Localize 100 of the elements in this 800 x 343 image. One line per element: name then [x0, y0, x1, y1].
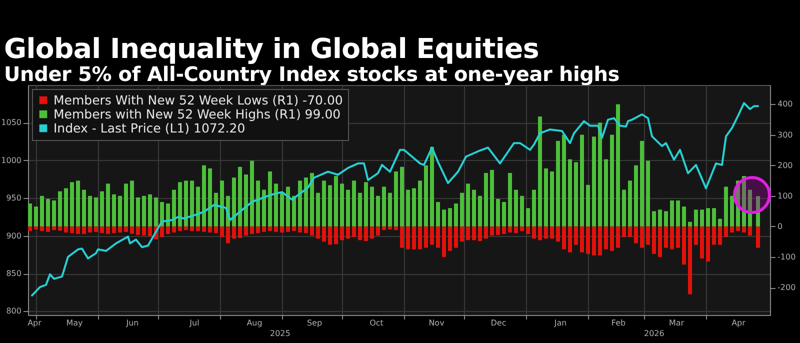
bar — [304, 226, 308, 234]
bar — [580, 134, 584, 226]
y-tick-label: 1050 — [1, 118, 22, 128]
bar — [652, 211, 656, 226]
bar — [52, 226, 56, 230]
bar — [262, 190, 266, 226]
bar — [136, 197, 140, 226]
bar — [556, 226, 560, 242]
bar — [382, 226, 386, 230]
bar — [346, 226, 350, 239]
bar — [70, 182, 74, 226]
bar — [598, 122, 602, 226]
bar — [436, 226, 440, 248]
bar — [682, 206, 686, 226]
bar — [358, 192, 362, 226]
bar — [550, 171, 554, 226]
bar — [208, 168, 212, 226]
bar — [40, 226, 44, 232]
bar — [580, 226, 584, 252]
bar — [496, 198, 500, 226]
bar — [280, 226, 284, 233]
bar — [316, 192, 320, 226]
bar — [406, 190, 410, 226]
bar — [748, 190, 752, 226]
bar — [622, 190, 626, 226]
bar — [430, 226, 434, 245]
x-tick-label: Jun — [125, 318, 139, 328]
bar — [232, 178, 236, 226]
bar — [376, 226, 380, 236]
bar — [460, 226, 464, 242]
bar — [478, 226, 482, 242]
bar — [52, 200, 56, 226]
x-tick-label: Oct — [370, 318, 384, 328]
bar — [364, 182, 368, 226]
bar — [712, 208, 716, 226]
bar — [334, 176, 338, 226]
bar — [514, 226, 518, 234]
bar — [490, 226, 494, 236]
bar — [418, 180, 422, 226]
text: 2026 — [644, 329, 664, 338]
bar — [658, 226, 662, 257]
bar — [538, 226, 542, 240]
bar — [484, 172, 488, 226]
bar — [676, 200, 680, 226]
bar — [82, 226, 86, 234]
bar — [706, 208, 710, 226]
bar — [640, 140, 644, 226]
x-tick-label: Apr — [28, 318, 42, 328]
bar — [82, 190, 86, 226]
bar — [508, 172, 512, 226]
x-tick-label: Jul — [188, 318, 200, 328]
bar — [454, 226, 458, 248]
bar — [40, 196, 44, 226]
bar — [184, 180, 188, 226]
bar — [454, 204, 458, 226]
bar — [406, 226, 410, 250]
bar — [172, 190, 176, 226]
bar — [400, 226, 404, 248]
bar — [292, 226, 296, 232]
bar — [310, 172, 314, 226]
legend-label: Members With New 52 Week Lows (R1) -70.00 — [54, 92, 343, 108]
x-tick-label: Dec — [490, 318, 506, 328]
bar — [76, 226, 80, 234]
bar — [328, 185, 332, 226]
bar — [700, 210, 704, 226]
bar — [436, 202, 440, 226]
bar — [598, 226, 602, 256]
bar — [340, 226, 344, 240]
bar — [616, 226, 620, 248]
bar — [388, 226, 392, 230]
y2-tick-label: 100 — [778, 191, 793, 200]
bar — [304, 178, 308, 226]
bar — [400, 166, 404, 226]
bar — [226, 226, 230, 244]
bar — [316, 226, 320, 239]
legend-label: Members with New 52 Week Highs (R1) 99.00 — [54, 106, 341, 122]
bar — [550, 226, 554, 239]
bar — [412, 226, 416, 250]
bar — [514, 190, 518, 226]
bar — [274, 184, 278, 226]
x-tick-label: Mar — [668, 318, 685, 328]
bar — [136, 226, 140, 235]
bar — [106, 226, 110, 234]
bar — [442, 210, 446, 226]
bar — [568, 159, 572, 226]
bar — [586, 184, 590, 226]
bar — [756, 196, 760, 226]
bar — [94, 197, 98, 226]
bar — [334, 226, 338, 244]
bar — [274, 226, 278, 232]
bar — [670, 200, 674, 226]
bar — [658, 210, 662, 226]
bar — [424, 226, 428, 248]
bar — [628, 226, 632, 238]
bar — [616, 104, 620, 226]
bar — [466, 226, 470, 240]
x-tick-label: Aug — [246, 318, 262, 328]
bar — [64, 226, 68, 233]
bar — [526, 226, 530, 234]
bar — [634, 226, 638, 244]
